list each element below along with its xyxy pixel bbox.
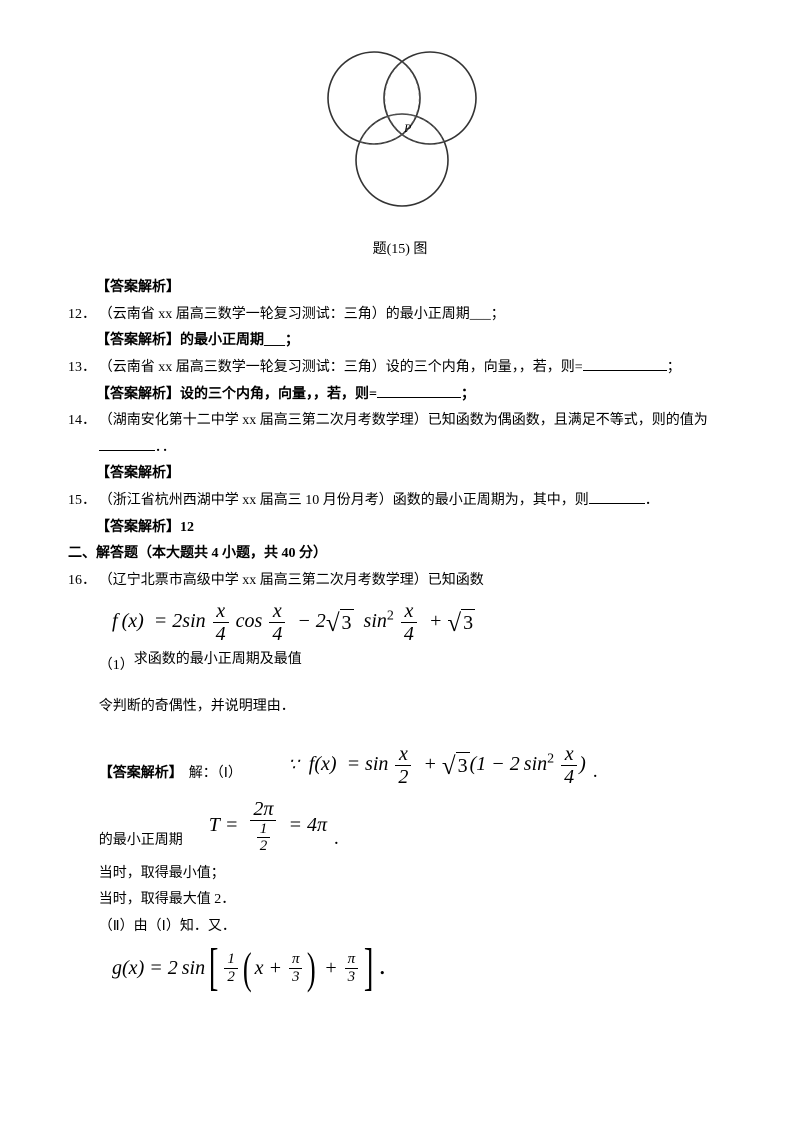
blank: [583, 356, 667, 371]
q12-num: 12．: [68, 302, 99, 329]
question-14: 14． （湖南安化第十二中学 xx 届高三第二次月考数学理）已知函数为偶函数，且…: [68, 408, 732, 461]
figure-caption: 题(15) 图: [68, 237, 732, 264]
blank: [99, 436, 155, 451]
q15-answer: 【答案解析】12: [68, 515, 732, 542]
formula-gx: g(x) = 2 sin [ 12 ( x + π3 ) + π3 ] ．: [68, 946, 732, 990]
q16-sub2: 令判断的奇偶性，并说明理由．: [68, 694, 732, 721]
q16-period: 的最小正周期 T = 2π 12 = 4π ．: [68, 798, 732, 855]
q16-part2: （Ⅱ）由（Ⅰ）知．又．: [68, 914, 732, 941]
q12-answer: 【答案解析】的最小正周期___；: [68, 328, 732, 355]
three-circles-figure: P: [68, 40, 732, 235]
q16-min: 当时，取得最小值；: [68, 861, 732, 888]
q11-answer-label: 【答案解析】: [68, 275, 732, 302]
q15-num: 15．: [68, 488, 99, 515]
svg-text:P: P: [403, 121, 412, 135]
question-15: 15． （浙江省杭州西湖中学 xx 届高三 10 月份月考）函数的最小正周期为，…: [68, 488, 732, 515]
q14-text: （湖南安化第十二中学 xx 届高三第二次月考数学理）已知函数为偶函数，且满足不等…: [99, 408, 732, 461]
q13-answer: 【答案解析】设的三个内角，向量，，若，则=；: [68, 382, 732, 409]
formula-fx: f (x) = 2sin x4 cos x4 − 2√3 sin2 x4 + √…: [68, 600, 732, 645]
question-16: 16． （辽宁北票市高级中学 xx 届高三第二次月考数学理）已知函数: [68, 568, 732, 595]
q16-text: （辽宁北票市高级中学 xx 届高三第二次月考数学理）已知函数: [99, 568, 732, 595]
question-13: 13． （云南省 xx 届高三数学一轮复习测试：三角）设的三个内角，向量，，若，…: [68, 355, 732, 382]
q13-num: 13．: [68, 355, 99, 382]
dot: ．: [592, 761, 606, 788]
q12-text: （云南省 xx 届高三数学一轮复习测试：三角）的最小正周期___；: [99, 302, 732, 329]
q16-max: 当时，取得最大值 2．: [68, 887, 732, 914]
q15-text: （浙江省杭州西湖中学 xx 届高三 10 月份月考）函数的最小正周期为，其中，则…: [99, 488, 732, 515]
q16-num: 16．: [68, 568, 99, 595]
blank: [377, 383, 461, 398]
q16-answer-line1: 【答案解析】 解：（Ⅰ） ∵ f(x) = sin x2 + √3(1 − 2 …: [68, 743, 732, 788]
q13-text: （云南省 xx 届高三数学一轮复习测试：三角）设的三个内角，向量，，若，则=；: [99, 355, 732, 382]
question-12: 12． （云南省 xx 届高三数学一轮复习测试：三角）的最小正周期___；: [68, 302, 732, 329]
section-2-header: 二、解答题（本大题共 4 小题，共 40 分）: [68, 541, 732, 568]
q14-num: 14．: [68, 408, 99, 435]
q14-answer: 【答案解析】: [68, 461, 732, 488]
q16-sub1: （1）求函数的最小正周期及最值: [68, 647, 732, 680]
blank: [589, 489, 645, 504]
